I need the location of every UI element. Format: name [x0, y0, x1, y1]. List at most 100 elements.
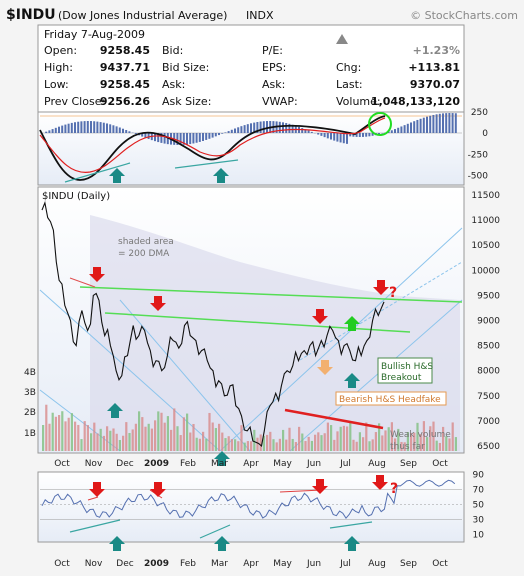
volume-bar	[74, 421, 77, 451]
quote-v1-row0: 9258.45	[100, 44, 150, 57]
volume-bar	[275, 442, 278, 451]
volume-bar	[282, 429, 285, 451]
question-mark: ?	[389, 285, 397, 301]
red-arrow-down-icon	[312, 479, 328, 494]
macd-histogram-bar	[134, 133, 137, 134]
index-name: (Dow Jones Industrial Average)	[58, 9, 227, 22]
volume-bar	[205, 438, 208, 451]
macd-histogram-bar	[253, 122, 256, 133]
macd-histogram-bar	[342, 133, 345, 144]
quote-v4-row3: 1,048,133,120	[371, 95, 460, 108]
volume-bar	[390, 422, 393, 451]
volume-bar	[150, 428, 153, 451]
volume-bar	[259, 434, 262, 451]
price-line	[41, 200, 385, 448]
rsi-tick-label: 10	[473, 530, 485, 540]
macd-histogram-bar	[368, 133, 371, 137]
volume-bar	[208, 412, 211, 451]
weak-volume-note-2: thus far	[390, 442, 425, 452]
teal-arrow-up-icon	[109, 168, 125, 183]
volume-bar	[301, 433, 304, 451]
macd-histogram-bar	[70, 122, 73, 133]
quote-v1-row1: 9437.71	[100, 61, 150, 74]
macd-histogram-bar	[128, 131, 131, 133]
macd-histogram-bar	[301, 128, 304, 133]
x-tick-label: 2009	[144, 459, 169, 469]
volume-bar	[352, 439, 355, 451]
volume-bar	[230, 439, 233, 451]
macd-tick-label: -500	[468, 172, 489, 182]
macd-histogram-bar	[429, 115, 432, 133]
price-axis: 6500 7000 7500 8000 8500 9000 9500 10000 10500 11…	[471, 191, 500, 452]
quote-v4-row1: +113.81	[408, 61, 460, 74]
macd-histogram-bar	[96, 121, 99, 133]
neckline-upper	[79, 286, 463, 303]
volume-bar	[266, 434, 269, 451]
rsi-tick-label: 50	[473, 500, 485, 510]
rsi-tick-label: 70	[473, 485, 485, 495]
volume-bar	[54, 416, 57, 451]
bearish-callout-box	[335, 391, 447, 406]
macd-histogram-bar	[214, 133, 217, 137]
price-title: $INDU (Daily)	[42, 191, 110, 202]
macd-histogram-bar	[58, 126, 60, 133]
volume-bar	[198, 438, 201, 451]
macd-histogram-bar	[381, 133, 384, 134]
teal-arrow-up-icon	[344, 536, 360, 551]
macd-histogram-bar	[112, 125, 115, 133]
weak-volume-line	[284, 408, 384, 430]
volume-bar	[67, 417, 70, 451]
volume-bar	[102, 435, 105, 451]
source-logo: © StockCharts.com	[410, 9, 518, 22]
volume-bar	[83, 421, 86, 451]
macd-histogram-bar	[454, 113, 457, 133]
volume-bar	[240, 425, 243, 451]
volume-bar	[349, 422, 352, 451]
volume-bar	[387, 427, 390, 451]
macd-histogram-bar	[83, 121, 86, 133]
quote-v1-row2: 9258.45	[100, 78, 150, 91]
macd-histogram-bar	[432, 114, 435, 133]
volume-bar	[365, 422, 368, 451]
macd-histogram-bar	[390, 130, 393, 133]
macd-histogram-bar	[154, 133, 156, 142]
quote-l1-row1: High:	[44, 61, 73, 74]
teal-arrow-up-icon	[214, 536, 230, 551]
volume-bar	[214, 428, 217, 451]
macd-histogram-bar	[435, 114, 438, 133]
macd-histogram-bar	[221, 133, 224, 134]
macd-histogram-bar	[195, 133, 198, 143]
volume-bar	[384, 430, 387, 451]
volume-bar	[128, 432, 131, 451]
volume-bar	[410, 432, 413, 451]
macd-tick-label: 0	[482, 129, 488, 139]
volume-bar	[154, 420, 157, 451]
volume-bar	[426, 437, 429, 451]
volume-bar	[122, 435, 125, 451]
x-tick-label: Jul	[339, 559, 351, 569]
price-tick-label: 6500	[477, 442, 500, 452]
volume-bar	[186, 413, 189, 451]
x-tick-label: Mar	[211, 559, 228, 569]
quote-rows: Open: 9258.45 Bid: P/E: +1.23% High: 9437.71 Bi…	[44, 44, 460, 108]
macd-histogram-bar	[64, 124, 67, 133]
macd-histogram-bar	[323, 133, 326, 138]
rsi-tick-label: 90	[473, 470, 485, 480]
macd-histogram-bar	[218, 133, 220, 136]
macd-histogram-bar	[227, 131, 230, 133]
macd-histogram-bar	[266, 121, 268, 133]
volume-bar	[451, 422, 454, 451]
question-mark: ?	[390, 481, 398, 497]
volume-bar	[285, 439, 288, 451]
macd-histogram-bar	[74, 122, 76, 133]
volume-tick-label: 4B	[24, 368, 36, 378]
macd-histogram-bar	[365, 133, 368, 137]
macd-histogram-bar	[99, 122, 102, 133]
macd-histogram-bar	[256, 121, 259, 133]
volume-bar	[192, 423, 195, 451]
quote-l3-row0: P/E:	[262, 44, 283, 57]
volume-bar	[182, 417, 185, 451]
shaded-area-note-1: shaded area	[118, 237, 174, 247]
macd-histogram-bar	[205, 133, 208, 140]
volume-bar	[355, 441, 358, 451]
